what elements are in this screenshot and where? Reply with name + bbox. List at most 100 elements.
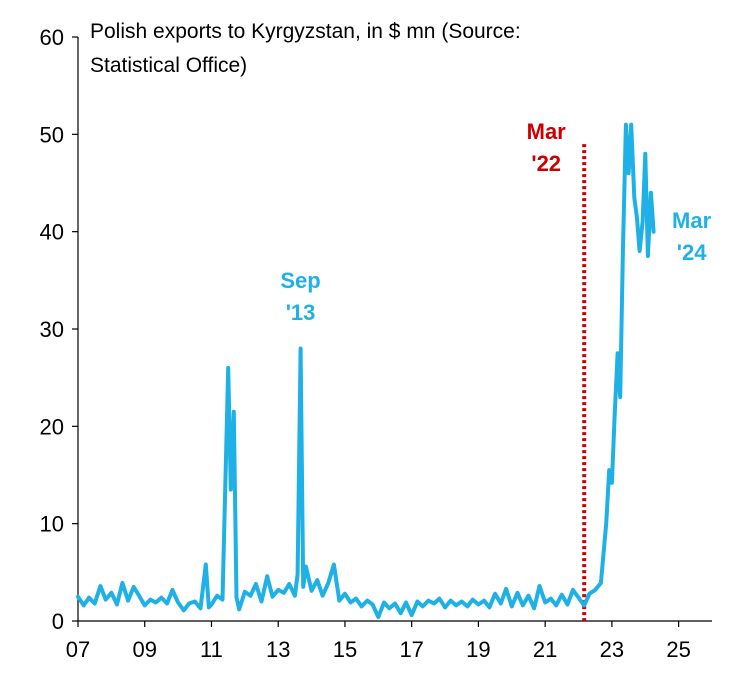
data-point <box>193 599 197 604</box>
data-point <box>604 522 608 526</box>
data-point <box>652 230 656 234</box>
x-tick-label: 19 <box>466 637 490 662</box>
data-point <box>487 605 491 610</box>
data-point <box>638 249 642 253</box>
data-point <box>270 595 275 599</box>
data-point <box>624 123 628 127</box>
y-tick-label: 0 <box>52 609 64 634</box>
data-point <box>315 578 319 582</box>
data-point <box>587 592 592 596</box>
data-point <box>607 468 611 472</box>
data-point <box>382 600 386 605</box>
data-point <box>493 592 497 596</box>
data-point <box>198 606 203 610</box>
data-point <box>296 572 300 576</box>
annotation-label: Sep <box>280 268 320 293</box>
data-point <box>182 608 186 612</box>
data-point <box>482 599 486 603</box>
data-point <box>629 123 633 127</box>
data-point <box>549 597 553 601</box>
annotations: Sep '13 Mar '22 Mar '24 <box>280 119 711 325</box>
data-point <box>354 597 358 601</box>
data-point <box>543 600 547 605</box>
x-tick-label: 21 <box>533 637 557 662</box>
data-point <box>365 599 369 603</box>
data-point <box>243 590 247 594</box>
data-point <box>148 598 152 602</box>
annotation-label: Mar <box>527 119 567 144</box>
data-point <box>415 599 419 604</box>
data-point <box>165 601 169 606</box>
data-point <box>104 598 108 602</box>
chart-title: Polish exports to Kyrgyzstan, in $ mn (S… <box>90 20 521 77</box>
y-tick-label: 20 <box>40 414 64 439</box>
data-point <box>560 593 564 597</box>
data-point <box>421 604 425 609</box>
data-point <box>635 215 639 219</box>
data-point <box>293 594 297 598</box>
data-point <box>521 603 525 608</box>
annotation-label: '22 <box>531 151 561 176</box>
data-point <box>276 588 280 592</box>
data-point <box>154 600 158 605</box>
data-point <box>301 585 305 589</box>
y-tick-label: 60 <box>40 25 64 50</box>
x-tick-label: 15 <box>333 637 357 662</box>
data-point <box>515 591 520 595</box>
data-point <box>618 395 622 399</box>
x-tick-label: 13 <box>266 637 290 662</box>
annotation-label: '24 <box>677 240 707 265</box>
data-point <box>610 481 614 485</box>
data-point <box>132 585 136 589</box>
data-point <box>471 598 475 602</box>
data-point <box>209 602 214 607</box>
y-axis-ticks: 0 10 20 30 40 50 60 <box>40 25 78 634</box>
data-point <box>504 587 508 591</box>
data-point <box>376 615 380 619</box>
y-tick-label: 50 <box>40 122 64 147</box>
axes <box>77 37 712 622</box>
data-point <box>215 594 219 598</box>
data-point <box>310 589 314 593</box>
data-point <box>237 607 241 611</box>
data-point <box>621 249 625 253</box>
data-point <box>371 602 375 607</box>
data-point <box>287 582 291 586</box>
data-point <box>465 604 469 609</box>
data-point <box>576 596 581 600</box>
chart-title-line-2: Statistical Office) <box>90 54 247 77</box>
data-point <box>437 597 441 601</box>
data-point <box>332 562 336 567</box>
data-point <box>304 564 308 569</box>
data-point <box>76 595 80 599</box>
data-point <box>641 220 645 224</box>
y-tick-label: 40 <box>40 220 64 245</box>
data-point <box>299 346 303 351</box>
x-axis-ticks: 07 09 11 13 15 17 19 21 23 25 <box>66 621 691 662</box>
data-point <box>170 588 174 592</box>
data-point <box>343 592 347 596</box>
data-point <box>399 611 403 615</box>
data-point <box>282 591 286 595</box>
data-point <box>321 594 325 598</box>
data-point <box>109 591 113 595</box>
data-point <box>229 488 233 492</box>
data-point <box>234 596 239 600</box>
series-layer <box>76 122 656 620</box>
data-point <box>337 599 341 603</box>
data-point <box>326 581 330 585</box>
data-point <box>443 605 447 610</box>
x-tick-label: 09 <box>132 637 156 662</box>
data-point <box>248 594 253 598</box>
data-point <box>627 171 631 175</box>
data-point <box>554 603 558 608</box>
data-point <box>616 351 620 355</box>
data-point <box>510 604 514 609</box>
data-point <box>143 603 147 608</box>
y-tick-label: 10 <box>40 512 64 537</box>
x-tick-label: 11 <box>200 637 223 662</box>
data-point <box>426 599 430 603</box>
data-point <box>499 601 503 606</box>
data-point <box>126 599 130 603</box>
data-point <box>259 599 264 604</box>
